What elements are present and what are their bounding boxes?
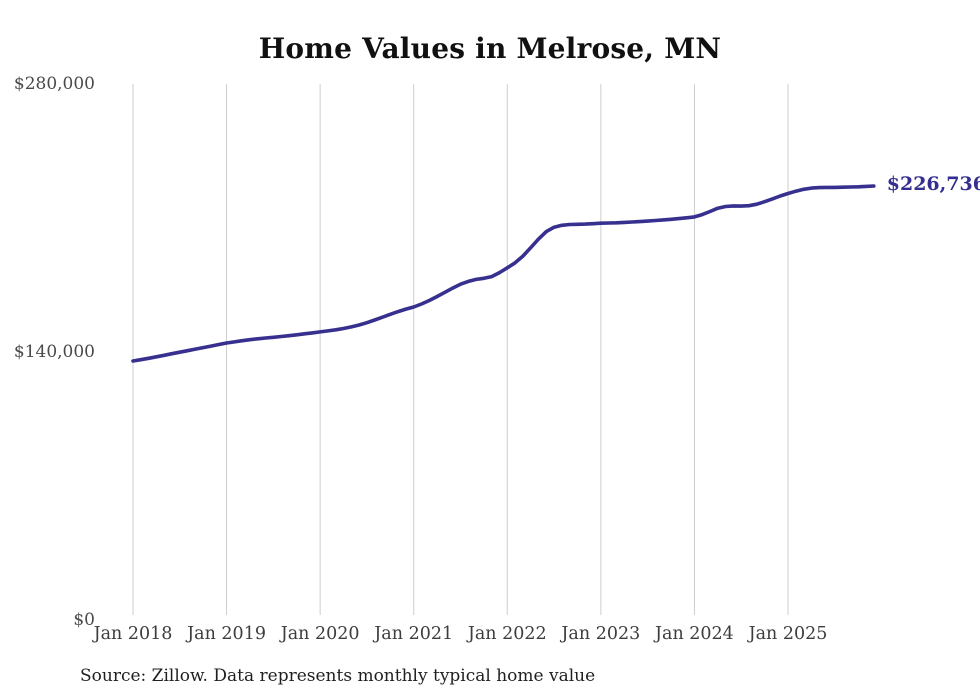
- x-tick-label: Jan 2020: [280, 624, 360, 644]
- home-value-line: [131, 184, 876, 363]
- x-tick-label: Jan 2025: [748, 624, 828, 644]
- chart-title: Home Values in Melrose, MN: [258, 32, 722, 65]
- x-tick-label: Jan 2023: [561, 624, 641, 644]
- y-tick-label: $0: [73, 610, 95, 630]
- latest-value-annotation: $226,736: [886, 172, 980, 195]
- x-tick-label: Jan 2019: [187, 624, 266, 644]
- source-note: Source: Zillow. Data represents monthly …: [80, 666, 596, 686]
- y-tick-label: $140,000: [13, 342, 95, 362]
- y-tick-label: $280,000: [13, 74, 95, 94]
- x-tick-label: Jan 2022: [467, 624, 547, 644]
- x-tick-label: Jan 2021: [374, 624, 454, 644]
- x-tick-label: Jan 2024: [655, 624, 734, 644]
- x-tick-label: Jan 2018: [93, 624, 173, 644]
